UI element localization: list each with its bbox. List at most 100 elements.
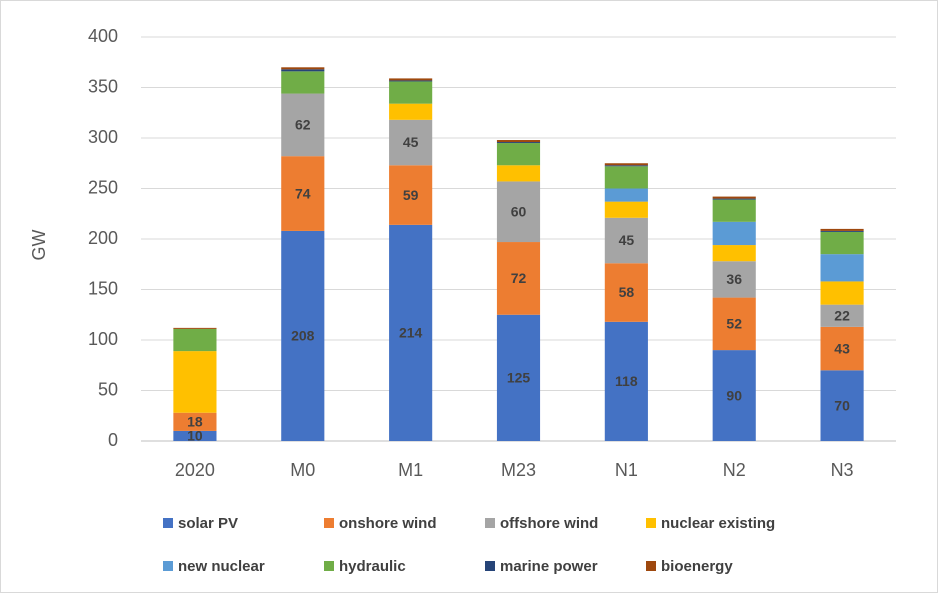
data-label: 90: [726, 387, 742, 403]
x-tick-label: M23: [501, 460, 536, 480]
data-label: 36: [726, 271, 742, 287]
bar-segment: [712, 196, 756, 199]
legend-swatch: [324, 518, 334, 528]
legend-swatch: [163, 518, 173, 528]
data-label: 208: [291, 328, 315, 344]
bar-segment: [820, 281, 864, 305]
data-label: 45: [619, 232, 635, 248]
bar-segment: [173, 327, 217, 329]
bar-segment: [712, 350, 756, 441]
bar-segment: [281, 69, 325, 72]
x-tick-label: N2: [723, 460, 746, 480]
bar-segment: [281, 67, 325, 70]
bar-segment: [496, 165, 541, 182]
bar-segment: [389, 103, 433, 120]
bar-segment: [712, 221, 756, 246]
bar-segment: [712, 199, 756, 222]
bar-segment: [389, 81, 433, 104]
bar-segment: [820, 231, 864, 255]
bar-segment: [389, 78, 433, 81]
legend-swatch: [485, 561, 495, 571]
data-label: 118: [615, 373, 638, 389]
bar-segment: [173, 412, 217, 431]
legend-swatch: [646, 518, 656, 528]
bar-segment: [389, 224, 433, 441]
data-label: 58: [619, 284, 635, 300]
legend-swatch: [324, 561, 334, 571]
bar-segment: [820, 304, 864, 327]
y-tick-label: 50: [98, 379, 118, 399]
bar-segment: [604, 166, 648, 189]
legend-swatch: [646, 561, 656, 571]
y-tick-label: 350: [88, 76, 118, 96]
bar-segment: [496, 242, 541, 315]
bar-segment: [389, 119, 433, 166]
bar-segment: [496, 314, 541, 441]
bar-segment: [712, 198, 756, 200]
y-tick-label: 100: [88, 329, 118, 349]
data-label: 72: [511, 270, 527, 286]
legend-label: solar PV: [178, 515, 238, 532]
data-label: 18: [187, 414, 203, 430]
data-label: 214: [399, 325, 423, 341]
bar-segment: [496, 140, 541, 143]
legend-label: bioenergy: [661, 558, 733, 575]
data-label: 10: [187, 428, 203, 444]
legend-label: offshore wind: [500, 515, 598, 532]
bar-segment: [281, 156, 325, 231]
bar-segment: [173, 328, 217, 352]
data-label: 125: [507, 370, 531, 386]
x-tick-label: N3: [831, 460, 854, 480]
bar-segment: [604, 217, 648, 264]
bar-segment: [712, 297, 756, 351]
bar-segment: [604, 201, 648, 218]
data-label: 74: [295, 185, 311, 201]
y-tick-label: 200: [88, 228, 118, 248]
data-label: 52: [726, 316, 742, 332]
y-tick-label: 250: [88, 177, 118, 197]
bar-segment: [604, 321, 648, 441]
data-label: 59: [403, 187, 419, 203]
bar-segment: [281, 230, 325, 441]
bar-segment: [496, 143, 541, 166]
bar-segment: [712, 261, 756, 298]
y-axis-label: GW: [29, 229, 49, 260]
legend-label: hydraulic: [339, 558, 406, 575]
bar-segment: [604, 163, 648, 166]
bar-segment: [604, 188, 648, 202]
x-tick-label: M1: [398, 460, 423, 480]
bar-segment: [389, 80, 433, 82]
legend-label: marine power: [500, 558, 598, 575]
bar-segment: [496, 142, 541, 144]
y-tick-label: 150: [88, 278, 118, 298]
legend-swatch: [163, 561, 173, 571]
data-label: 60: [511, 203, 527, 219]
data-label: 43: [834, 340, 850, 356]
data-label: 45: [403, 134, 419, 150]
y-tick-label: 0: [108, 430, 118, 450]
bar-segment: [281, 71, 325, 94]
bar-segment: [820, 326, 864, 371]
bar-segment: [604, 165, 648, 167]
bar-segment: [389, 165, 433, 225]
x-tick-label: 2020: [175, 460, 215, 480]
data-label: 22: [834, 307, 850, 323]
legend-label: new nuclear: [178, 558, 265, 575]
bar-segment: [820, 228, 864, 231]
legend-swatch: [485, 518, 495, 528]
y-tick-label: 300: [88, 127, 118, 147]
y-tick-label: 400: [88, 26, 118, 46]
bar-segment: [820, 254, 864, 282]
bar-segment: [820, 230, 864, 232]
x-tick-label: M0: [290, 460, 315, 480]
data-label: 62: [295, 117, 311, 133]
bar-segment: [604, 263, 648, 322]
legend-label: nuclear existing: [661, 515, 775, 532]
data-label: 70: [834, 397, 850, 413]
legend-label: onshore wind: [339, 515, 437, 532]
bar-segment: [173, 351, 217, 413]
bar-segment: [712, 245, 756, 262]
bar-segment: [496, 181, 541, 243]
x-tick-label: N1: [615, 460, 638, 480]
